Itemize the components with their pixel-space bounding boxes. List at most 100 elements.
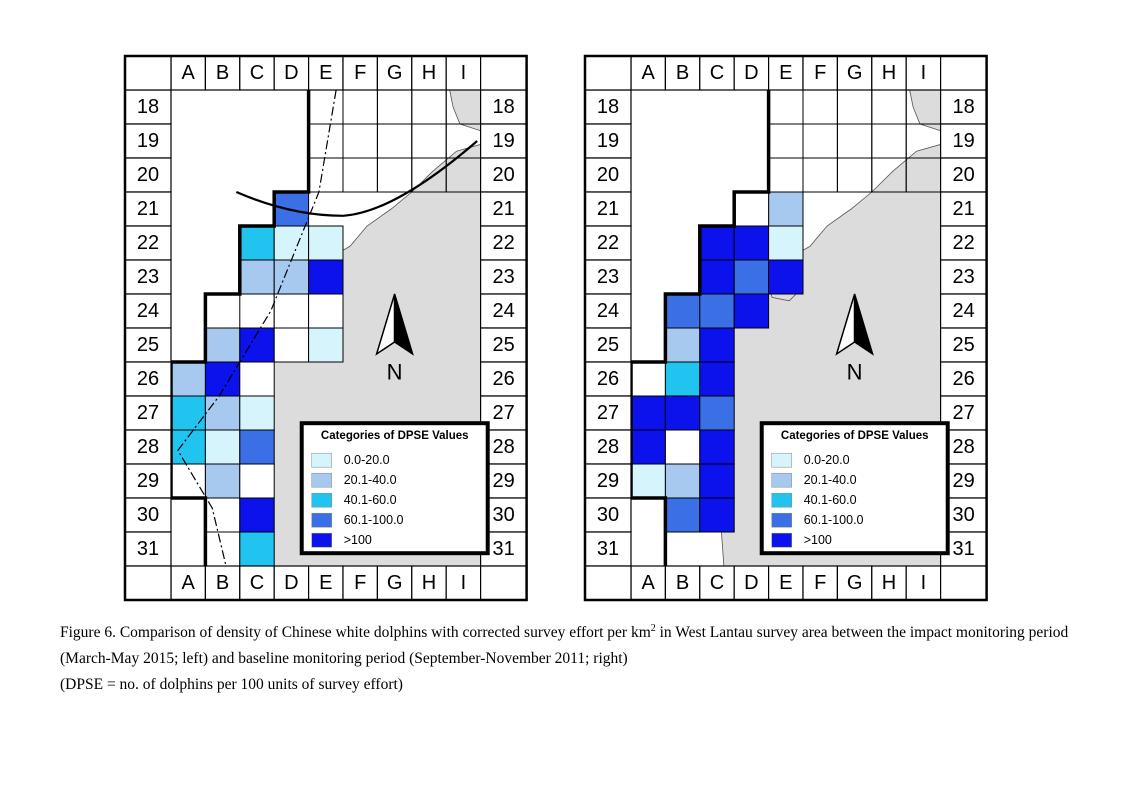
corner-cell — [939, 565, 988, 601]
corner-cell — [124, 55, 172, 91]
density-cell-B24 — [664, 293, 701, 329]
density-cell-C25 — [699, 327, 735, 363]
corner-cell — [124, 565, 172, 601]
column-footer-cell — [871, 565, 907, 601]
density-cell-B30 — [664, 497, 701, 533]
row-label-right: 20 — [952, 164, 974, 186]
row-label-right: 26 — [492, 368, 514, 390]
density-cell-E23 — [308, 259, 344, 295]
map-frame — [583, 54, 988, 602]
map-frame — [123, 54, 528, 602]
row-label-left: 19 — [597, 130, 619, 152]
row-label-left: 24 — [597, 300, 619, 322]
legend-label: >100 — [804, 533, 832, 547]
column-label-top: G — [847, 62, 863, 84]
density-cell-C29 — [239, 463, 275, 499]
row-label-left: 25 — [137, 334, 159, 356]
density-cell-E21 — [768, 191, 804, 227]
row-label-right: 21 — [952, 198, 974, 220]
row-label-right: 30 — [492, 504, 514, 526]
row-label-left: 25 — [597, 334, 619, 356]
density-cell-C28 — [699, 429, 735, 465]
corner-cell — [584, 565, 632, 601]
legend-swatch — [771, 492, 792, 508]
column-footer-cell — [204, 565, 241, 601]
density-cell-A26 — [630, 361, 666, 397]
legend-swatch — [311, 512, 332, 528]
column-label-top: C — [710, 62, 724, 84]
density-cell-C30 — [699, 497, 735, 533]
column-label-bottom: I — [461, 572, 467, 594]
row-label-left: 18 — [137, 96, 159, 118]
row-label-right: 22 — [952, 232, 974, 254]
density-cell-C26 — [239, 361, 275, 397]
density-cell-B25 — [664, 327, 701, 363]
row-label-left: 19 — [137, 130, 159, 152]
density-cell-E24 — [308, 293, 344, 329]
density-cell-C27 — [239, 395, 275, 431]
density-cell-A28 — [170, 429, 206, 465]
bridge-alignment — [235, 140, 478, 217]
survey-cell — [342, 89, 378, 125]
density-cell-A28 — [630, 429, 666, 465]
column-label-bottom: D — [284, 572, 298, 594]
corner-cell — [480, 55, 528, 91]
row-label-right: 24 — [952, 300, 974, 322]
legend-swatch — [771, 532, 792, 548]
density-cell-D23 — [733, 259, 770, 295]
caption-superscript: 2 — [650, 623, 656, 634]
survey-cell — [871, 89, 907, 125]
density-cell-A27 — [630, 395, 666, 431]
caption-line-2: (DPSE = no. of dolphins per 100 units of… — [60, 676, 403, 693]
survey-cell — [802, 123, 838, 159]
row-label-right: 24 — [492, 300, 514, 322]
legend-label: 20.1-40.0 — [344, 473, 397, 487]
density-cell-E22 — [308, 225, 344, 261]
row-label-right: 22 — [492, 232, 514, 254]
row-label-cell-right — [480, 293, 528, 329]
survey-cell — [411, 89, 447, 125]
column-footer-cell — [170, 565, 207, 601]
row-label-left: 23 — [137, 266, 159, 288]
row-label-cell-left — [124, 531, 172, 567]
column-label-bottom: B — [676, 572, 689, 594]
row-label-right: 29 — [952, 470, 974, 492]
legend-label: 20.1-40.0 — [804, 473, 857, 487]
row-label-cell-right — [480, 327, 528, 363]
corner-cell — [480, 565, 528, 601]
column-label-top: E — [319, 62, 332, 84]
survey-cell — [376, 157, 413, 193]
column-label-bottom: H — [882, 572, 896, 594]
column-label-top: A — [182, 62, 196, 84]
legend-title: Categories of DPSE Values — [321, 430, 469, 442]
row-label-left: 24 — [137, 300, 159, 322]
column-header-cell — [733, 55, 770, 91]
legend-label: 40.1-60.0 — [344, 493, 397, 507]
legend-swatch — [311, 532, 332, 548]
row-label-left: 29 — [597, 470, 619, 492]
column-label-top: I — [461, 62, 467, 84]
row-label-cell-left — [124, 259, 172, 295]
legend-label: >100 — [344, 533, 372, 547]
caption-text-continued: in West Lantau survey area between the i… — [60, 624, 1069, 667]
density-cell-D22 — [273, 225, 310, 261]
survey-cell — [802, 89, 838, 125]
density-cell-C22 — [239, 225, 275, 261]
column-header-cell — [342, 55, 379, 91]
density-cell-E23 — [768, 259, 804, 295]
row-label-left: 22 — [597, 232, 619, 254]
column-label-top: F — [814, 62, 826, 84]
legend-swatch — [771, 452, 792, 468]
column-label-bottom: I — [921, 572, 927, 594]
row-label-right: 19 — [492, 130, 514, 152]
row-label-left: 21 — [137, 198, 159, 220]
column-footer-cell — [767, 565, 804, 601]
density-cell-B29 — [204, 463, 241, 499]
survey-cell — [836, 123, 873, 159]
row-label-right: 25 — [952, 334, 974, 356]
north-label: N — [387, 360, 403, 385]
caption-text: Figure 6. Comparison of density of Chine… — [60, 624, 651, 641]
row-label-left: 31 — [137, 538, 159, 560]
